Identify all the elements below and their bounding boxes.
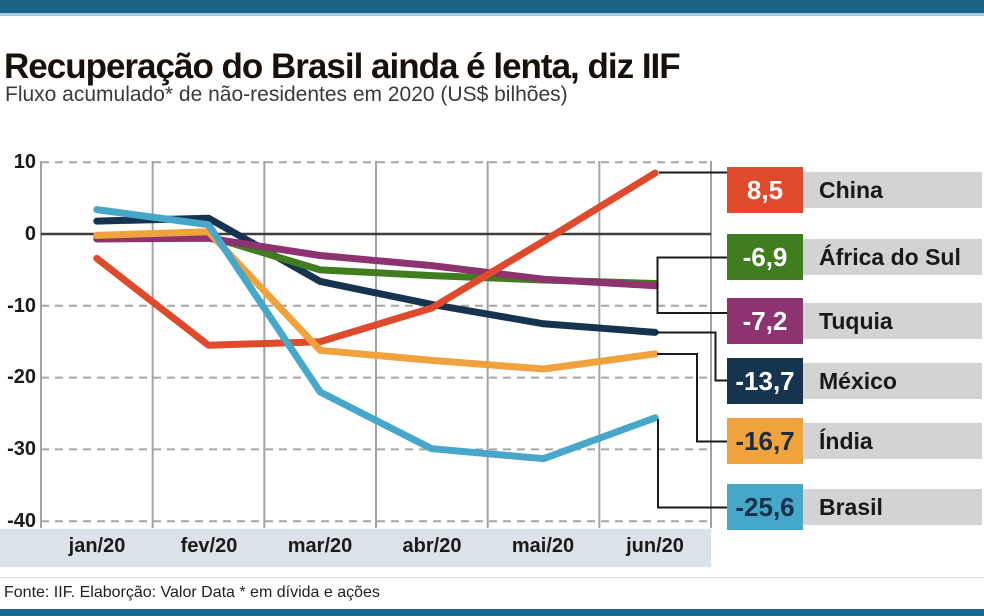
y-tick-label: -20 [7,366,36,388]
legend-connector-lines [656,171,727,509]
y-tick-label: 0 [24,223,36,245]
legend-label-band: Brasil [803,489,982,525]
legend-label: Índia [819,428,873,454]
x-axis-band [0,529,711,567]
legend-label: Brasil [819,494,883,520]
bottom-accent-bar [0,609,984,616]
x-tick-label: mar/20 [287,535,353,557]
series-line-china [93,169,659,349]
legend-item-india: -16,7 Índia [727,418,984,464]
legend-value-badge: -7,2 [727,298,803,344]
legend-label-band: Índia [803,423,982,459]
connector-india [657,353,727,443]
legend-item-africa-do-sul: -6,9 África do Sul [727,234,984,280]
connector-mexico [656,331,727,382]
top-accent-bar [0,0,984,13]
footer-divider [0,577,984,578]
legend-label-band: Tuquia [803,303,982,339]
y-tick-label: 10 [13,151,36,173]
x-tick-label: mai/20 [511,535,575,557]
connector-brasil [657,419,727,509]
x-tick-label: abr/20 [402,535,462,557]
legend-value-badge: -6,9 [727,234,803,280]
x-tick-label: fev/20 [180,535,238,557]
legend-item-mexico: -13,7 México [727,358,984,404]
legend-label: China [819,177,883,203]
legend-label: África do Sul [819,244,961,270]
legend-label-band: China [803,172,982,208]
legend-value-badge: -13,7 [727,358,803,404]
legend-label: Tuquia [819,308,893,334]
legend-value-badge: -25,6 [727,484,803,530]
y-tick-label: -10 [7,295,36,317]
series-line-india [93,228,659,373]
source-note: Fonte: IIF. Elaborção: Valor Data * em d… [4,584,380,601]
series-lines [93,169,659,463]
legend-item-tuquia: -7,2 Tuquia [727,298,984,344]
top-accent-strip [0,13,984,16]
x-tick-label: jun/20 [626,535,684,557]
legend-label-band: África do Sul [803,239,982,275]
legend-label-band: México [803,363,982,399]
connector-africa-do-sul-tuquia [656,256,727,314]
y-tick-label: -30 [7,438,36,460]
y-tick-label: -40 [7,510,36,532]
legend-item-china: 8,5 China [727,167,984,213]
series-line-tuquia [93,234,659,290]
legend-item-brasil: -25,6 Brasil [727,484,984,530]
legend-label: México [819,368,897,394]
legend-value-badge: 8,5 [727,167,803,213]
series-line-brasil [93,206,659,463]
chart-subtitle: Fluxo acumulado* de não-residentes em 20… [5,83,568,106]
page-title: Recuperação do Brasil ainda é lenta, diz… [4,47,681,87]
x-tick-label: jan/20 [68,535,126,557]
legend-value-badge: -16,7 [727,418,803,464]
